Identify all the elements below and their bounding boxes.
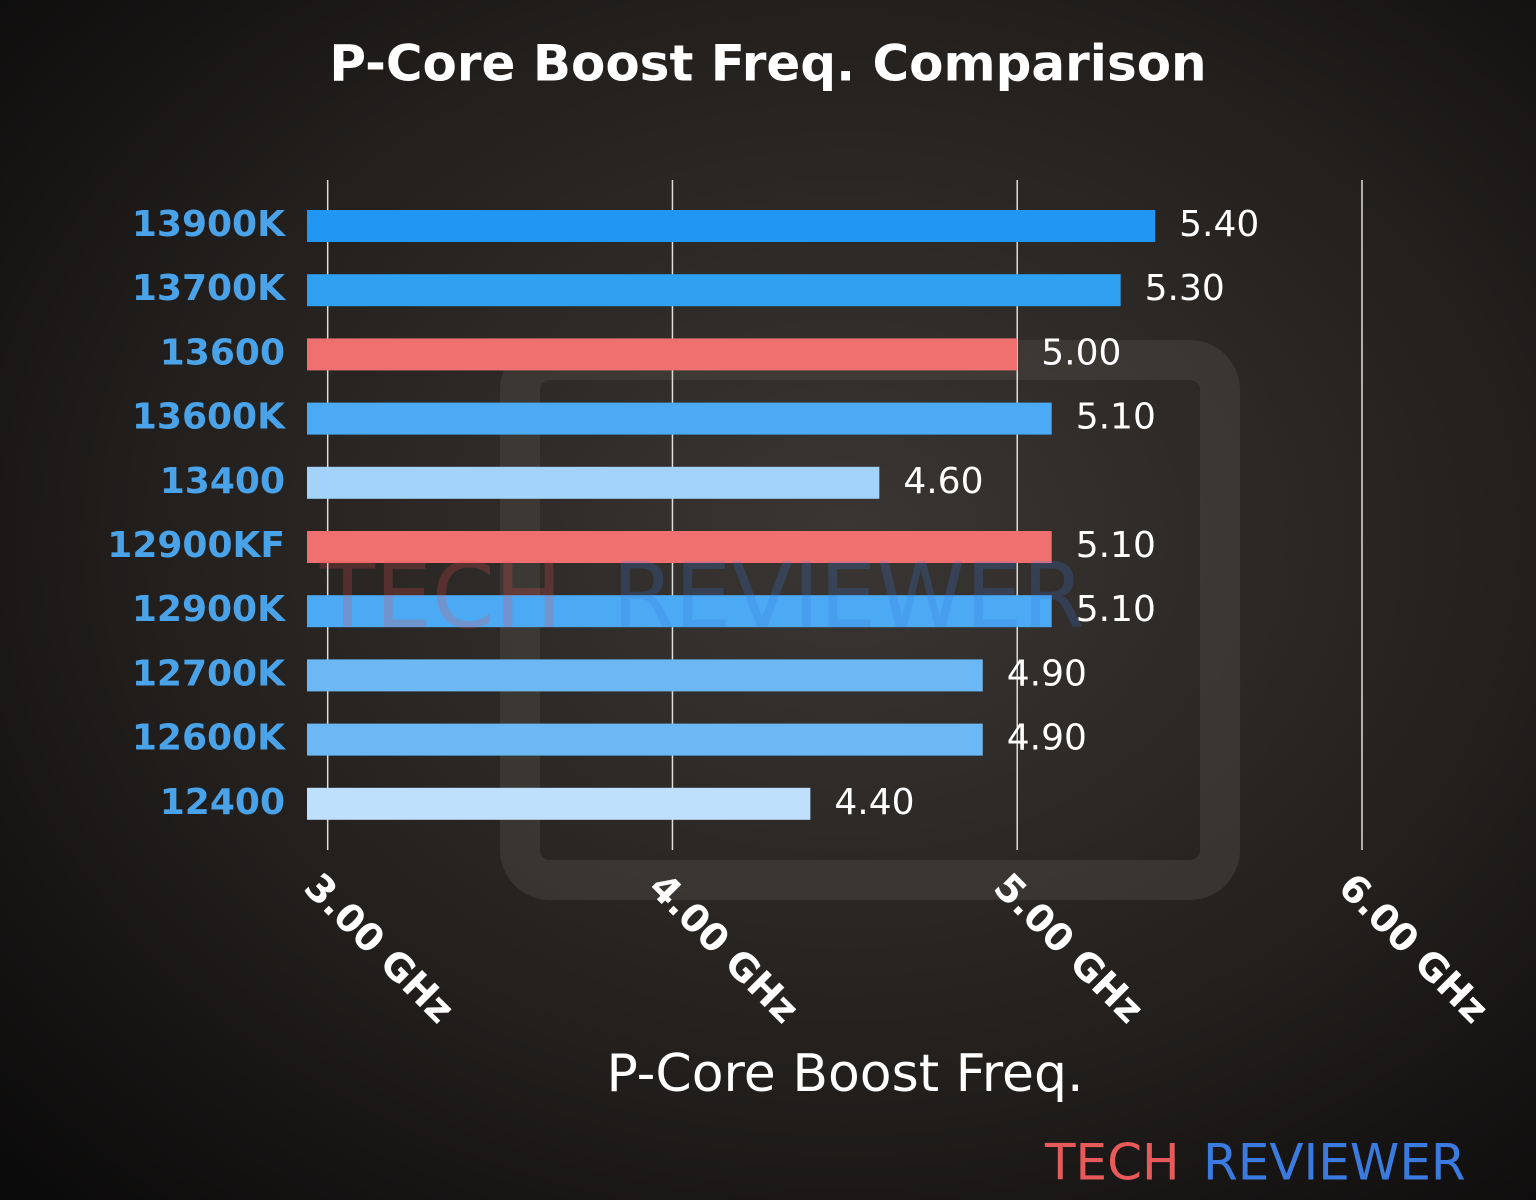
logo-left: TECH [1044, 1134, 1180, 1192]
bar [307, 338, 1018, 371]
y-tick-label: 12600K [132, 718, 286, 759]
y-tick-label: 13900K [132, 204, 286, 245]
x-axis-label: P-Core Boost Freq. [606, 1044, 1083, 1104]
bar [307, 466, 880, 499]
watermark-left: TECH [319, 544, 562, 649]
watermark: TECH REVIEWER [319, 544, 1085, 649]
bar [307, 723, 983, 756]
bar [307, 531, 1052, 563]
y-tick-label: 12400 [160, 782, 285, 823]
bar [307, 787, 811, 820]
bar [307, 402, 1052, 435]
bar [307, 659, 983, 692]
chart-title: P-Core Boost Freq. Comparison [329, 35, 1206, 93]
value-label: 5.40 [1179, 204, 1259, 245]
value-label: 5.10 [1076, 397, 1156, 438]
value-label: 4.40 [834, 782, 914, 823]
y-tick-label: 13600K [132, 397, 286, 438]
value-label: 5.10 [1076, 589, 1156, 630]
watermark-right: REVIEWER [612, 544, 1085, 649]
value-label: 5.30 [1145, 268, 1225, 309]
value-label: 4.90 [1007, 653, 1087, 694]
y-tick-label: 13600 [160, 332, 285, 373]
value-label: 5.10 [1076, 525, 1156, 566]
y-tick-label: 12900KF [107, 525, 285, 566]
bar [307, 210, 1156, 242]
logo-right: REVIEWER [1203, 1134, 1466, 1192]
y-tick-label: 13400 [160, 461, 285, 502]
y-tick-label: 12900K [132, 589, 286, 630]
value-label: 4.90 [1007, 718, 1087, 759]
value-label: 5.00 [1041, 332, 1121, 373]
y-tick-label: 12700K [132, 653, 286, 694]
y-tick-label: 13700K [132, 268, 286, 309]
bar [307, 274, 1121, 307]
value-label: 4.60 [903, 461, 983, 502]
bar [307, 595, 1052, 628]
